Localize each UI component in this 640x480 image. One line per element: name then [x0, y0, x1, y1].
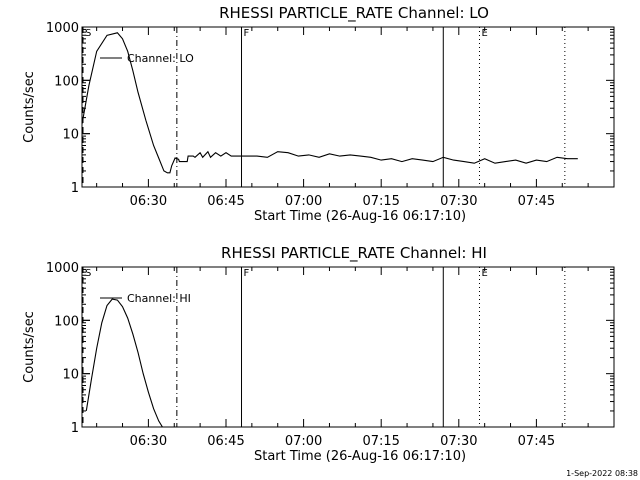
- y-tick-label: 1: [71, 181, 79, 196]
- x-tick-label: 07:45: [518, 434, 555, 449]
- x-tick-label: 06:30: [130, 434, 167, 449]
- x-tick-label: 07:15: [362, 434, 399, 449]
- y-axis-label: Counts/sec: [22, 71, 37, 143]
- chart-title: RHESSI PARTICLE_RATE Channel: HI: [221, 244, 487, 263]
- y-tick-label: 100: [54, 74, 79, 89]
- event-marker-label: F: [244, 28, 250, 39]
- legend-entry: Channel: HI: [127, 292, 191, 305]
- plot-frame: [81, 266, 615, 428]
- event-marker-label: E: [481, 268, 487, 279]
- x-tick-label: 07:15: [362, 194, 399, 209]
- y-tick-label: 1000: [46, 21, 79, 36]
- y-tick-label: 10: [62, 128, 79, 143]
- footer-timestamp: 1-Sep-2022 08:38: [566, 469, 638, 478]
- x-tick-label: 06:45: [207, 194, 244, 209]
- x-tick-label: 07:30: [440, 194, 477, 209]
- y-tick-label: 1: [71, 421, 79, 436]
- x-tick-label: 07:30: [440, 434, 477, 449]
- event-marker-label: S: [85, 28, 91, 39]
- x-tick-label: 07:00: [285, 194, 322, 209]
- y-tick-label: 1000: [46, 261, 79, 276]
- series-line: [85, 298, 164, 427]
- x-tick-label: 06:30: [130, 194, 167, 209]
- y-tick-label: 10: [62, 368, 79, 383]
- panel-channel-hi: RHESSI PARTICLE_RATE Channel: HI 1 10 100 10…: [22, 244, 615, 464]
- event-marker-label: E: [481, 28, 487, 39]
- x-tick-label: 06:45: [207, 434, 244, 449]
- panel-channel-lo: RHESSI PARTICLE_RATE Channel: LO 1 10 100 10…: [22, 4, 615, 224]
- event-marker-label: F: [244, 268, 250, 279]
- plot-frame: [81, 26, 615, 188]
- legend-entry: Channel: LO: [127, 52, 194, 65]
- chart-title: RHESSI PARTICLE_RATE Channel: LO: [219, 4, 489, 23]
- series-line: [82, 32, 578, 174]
- y-axis-label: Counts/sec: [22, 311, 37, 383]
- x-axis-label: Start Time (26-Aug-16 06:17:10): [254, 209, 466, 224]
- x-tick-label: 07:00: [285, 434, 322, 449]
- x-axis-label: Start Time (26-Aug-16 06:17:10): [254, 449, 466, 464]
- x-tick-label: 07:45: [518, 194, 555, 209]
- event-marker-label: S: [85, 268, 91, 279]
- y-tick-label: 100: [54, 314, 79, 329]
